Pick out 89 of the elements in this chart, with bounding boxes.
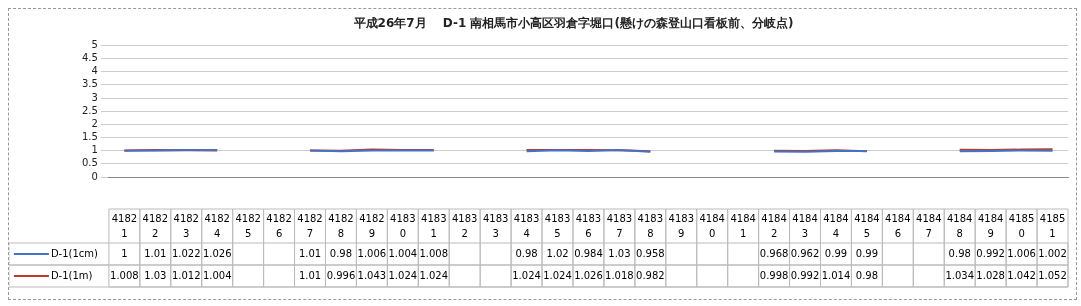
y-tick-label: 3.5 <box>82 78 98 90</box>
y-tick-label: 0.5 <box>82 157 98 169</box>
data-label: 1.024 <box>543 269 572 281</box>
data-label: 0.982 <box>636 269 665 281</box>
x-tick-label: 41827 <box>297 212 323 239</box>
x-tick-label: 41849 <box>977 212 1004 239</box>
data-label: 1.022 <box>171 247 201 259</box>
x-tick-label: 41841 <box>730 212 756 239</box>
data-label: 0.98 <box>515 247 538 259</box>
x-tick-label: 41845 <box>854 212 880 239</box>
data-label: 1.042 <box>1007 269 1036 281</box>
x-tick-label: 41832 <box>451 212 478 239</box>
data-label: 1.026 <box>574 269 603 281</box>
x-tick-label: 41829 <box>359 212 385 239</box>
x-tick-label: 41843 <box>792 212 818 239</box>
y-tick-label: 4.5 <box>82 52 98 64</box>
x-tick-label: 41847 <box>916 212 942 239</box>
data-label: 0.99 <box>824 247 848 259</box>
y-tick-label: 0 <box>91 170 98 182</box>
x-tick-label: 41842 <box>761 212 787 239</box>
data-label: 1.024 <box>419 269 449 281</box>
data-label: 0.992 <box>790 269 820 281</box>
data-label: 0.98 <box>855 269 879 281</box>
x-tick-label: 41822 <box>142 212 169 239</box>
y-tick-label: 5 <box>91 38 98 50</box>
x-tick-label: 41833 <box>482 212 509 239</box>
x-tick-label: 41824 <box>204 212 230 239</box>
data-label: 0.962 <box>790 247 820 259</box>
data-label: 1.028 <box>976 269 1005 281</box>
data-label: 1.006 <box>357 247 387 259</box>
y-tick-label: 4 <box>91 65 98 77</box>
data-label: 0.984 <box>574 247 603 259</box>
data-label: 0.99 <box>855 247 879 259</box>
y-tick-label: 3 <box>91 91 98 103</box>
data-label: 1.012 <box>171 269 201 281</box>
data-label: 0.98 <box>948 247 971 259</box>
data-label: 1.01 <box>144 247 167 259</box>
x-tick-label: 41826 <box>266 212 292 239</box>
x-tick-label: 41851 <box>1039 212 1066 239</box>
x-tick-label: 41848 <box>946 212 973 239</box>
data-label: 0.998 <box>759 269 789 281</box>
data-label: 1.034 <box>945 269 975 281</box>
y-tick-label: 2.5 <box>82 104 98 116</box>
x-tick-label: 41838 <box>637 212 664 239</box>
data-label: 1.018 <box>605 269 634 281</box>
data-label: 1.006 <box>1007 247 1036 259</box>
data-label: 1.008 <box>419 247 449 259</box>
data-label: 0.958 <box>636 247 665 259</box>
x-tick-label: 41823 <box>173 212 199 239</box>
x-tick-label: 41837 <box>606 212 633 239</box>
x-tick-label: 41831 <box>421 212 447 239</box>
data-label: 1.01 <box>298 269 322 281</box>
y-tick-label: 2 <box>91 117 98 129</box>
y-tick-label: 1.5 <box>82 131 98 143</box>
data-label: 1.03 <box>144 269 167 281</box>
data-label: 1.043 <box>357 269 387 281</box>
data-label: 1.03 <box>608 247 631 259</box>
x-tick-label: 41844 <box>823 212 849 239</box>
data-label: 1.026 <box>202 247 232 259</box>
data-label: 0.992 <box>976 247 1005 259</box>
data-label: 1.014 <box>821 269 851 281</box>
data-label: 1.002 <box>1038 247 1067 259</box>
data-label: 0.996 <box>326 269 356 281</box>
data-label: 1.052 <box>1038 269 1067 281</box>
data-label: 1.004 <box>202 269 232 281</box>
x-tick-label: 41846 <box>885 212 911 239</box>
chart-title: 平成26年7月 D-1 南相馬市小高区羽倉字堀口(懸けの森登山口看板前、分岐点) <box>352 16 794 31</box>
x-tick-label: 41828 <box>328 212 354 239</box>
data-label: 1.02 <box>546 247 569 259</box>
x-tick-label: 41839 <box>668 212 694 239</box>
x-tick-label: 41834 <box>513 212 540 239</box>
x-tick-label: 41821 <box>111 212 138 239</box>
data-label: 1.024 <box>512 269 541 281</box>
x-tick-label: 41836 <box>575 212 602 239</box>
data-label: 1.024 <box>388 269 418 281</box>
x-tick-label: 41840 <box>699 212 725 239</box>
x-tick-label: 41850 <box>1008 212 1035 239</box>
data-label: 1.01 <box>298 247 322 259</box>
data-label: 1 <box>121 247 128 259</box>
x-tick-label: 41835 <box>544 212 571 239</box>
y-tick-label: 1 <box>91 144 98 156</box>
legend-label: D-1(1m) <box>50 269 93 281</box>
data-label: 1.008 <box>110 269 139 281</box>
data-label: 0.98 <box>329 247 353 259</box>
legend-label: D-1(1cm) <box>50 247 99 259</box>
data-label: 0.968 <box>759 247 789 259</box>
data-label: 1.004 <box>388 247 418 259</box>
x-tick-label: 41830 <box>390 212 416 239</box>
x-tick-label: 41825 <box>235 212 261 239</box>
